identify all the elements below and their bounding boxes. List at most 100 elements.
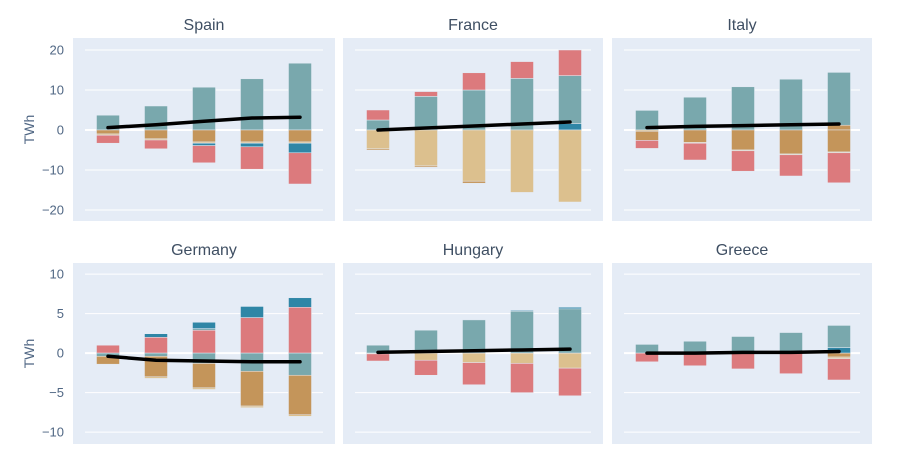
y-tick-label: −10 — [42, 425, 64, 440]
panel-title: Hungary — [443, 242, 503, 259]
bar-segment-blue — [240, 306, 264, 318]
bar-segment-sand — [414, 129, 438, 167]
bar-segment-ochre — [288, 129, 312, 143]
net-line — [376, 347, 572, 355]
bar-segment-red — [779, 154, 803, 177]
panel-hungary: Hungary — [343, 242, 603, 444]
y-tick-label: 10 — [50, 83, 64, 98]
bar-segment-red — [462, 362, 486, 385]
bar-segment-ochre — [731, 129, 755, 151]
bar-segment-blue — [510, 310, 534, 312]
bar-segment-red — [96, 344, 120, 354]
bar-segment-teal — [414, 96, 438, 131]
bar-segment-teal — [731, 86, 755, 131]
bar-segment-teal — [288, 62, 312, 131]
bar-segment-red — [779, 352, 803, 374]
y-tick-label: 5 — [57, 306, 64, 321]
bar-segment-ochre — [288, 374, 312, 416]
bar-segment-blue — [288, 142, 312, 154]
panel-spain: Spain — [73, 17, 335, 221]
y-tick-label: −10 — [42, 163, 64, 178]
bar-segment-teal — [510, 310, 534, 354]
bar-segment-ochre — [683, 129, 707, 143]
panel-france: France — [343, 17, 603, 221]
bar-segment-teal — [558, 308, 582, 354]
bar-segment-ochre — [827, 129, 851, 153]
bar-segment-teal — [192, 86, 216, 131]
panel-title: Germany — [171, 242, 237, 259]
bar-segment-teal — [558, 75, 582, 124]
bar-segment-sand — [288, 414, 312, 417]
bar-segment-ochre — [240, 129, 264, 143]
bar-segment-red — [366, 353, 390, 362]
bar-segment-red — [144, 337, 168, 354]
bar-segment-ochre — [462, 180, 486, 184]
bar-segment-sand — [558, 352, 582, 369]
bar-segment-blue — [144, 333, 168, 338]
net-line — [106, 115, 302, 130]
bar-segment-sand — [366, 129, 390, 150]
bar-segment-blue — [192, 142, 216, 146]
bar-segment-blue — [288, 297, 312, 308]
y-axis-label: TWh — [21, 339, 37, 369]
y-tick-label: 0 — [57, 123, 64, 138]
bar-segment-red — [288, 152, 312, 185]
bar-segment-teal — [144, 352, 168, 357]
panel-title: Greece — [716, 242, 769, 259]
bar-segment-teal — [240, 78, 264, 131]
y-tick-label: 10 — [50, 267, 64, 282]
bar-segment-ochre — [414, 165, 438, 168]
bar-segment-teal — [779, 78, 803, 131]
bar-segment-ochre — [366, 148, 390, 151]
bar-segment-red — [414, 359, 438, 376]
bar-segment-red — [635, 140, 659, 149]
bar-segment-red — [731, 352, 755, 370]
bar-segment-teal — [827, 72, 851, 126]
bar-segment-teal — [779, 332, 803, 354]
bar-segment-teal — [462, 319, 486, 354]
bar-segment-sand — [144, 376, 168, 379]
net-line — [106, 354, 302, 364]
y-tick-label: −5 — [49, 385, 64, 400]
net-line — [645, 122, 841, 130]
bar-segment-blue — [192, 322, 216, 329]
net-line — [376, 120, 572, 132]
panel-title: France — [448, 17, 498, 34]
bar-segment-teal — [827, 325, 851, 348]
bar-segment-red — [558, 49, 582, 76]
bar-segment-red — [827, 152, 851, 184]
bar-segment-red — [683, 352, 707, 367]
bar-segment-blue — [558, 307, 582, 310]
bar-segment-blue — [558, 123, 582, 131]
y-tick-label: −20 — [42, 203, 64, 218]
bar-segment-red — [683, 142, 707, 161]
bar-segment-ochre — [635, 130, 659, 141]
bar-segment-red — [462, 72, 486, 91]
bar-segment-red — [510, 61, 534, 79]
bar-segment-ochre — [192, 129, 216, 143]
bar-segment-red — [240, 317, 264, 354]
bar-segment-ochre — [827, 352, 851, 358]
y-tick-label: 20 — [50, 43, 64, 58]
bar-segment-ochre — [96, 129, 120, 135]
panel-germany: Germany — [73, 242, 335, 444]
bar-segment-red — [192, 145, 216, 164]
bar-segment-sand — [510, 129, 534, 193]
bar-segment-red — [366, 109, 390, 121]
panel-italy: Italy — [612, 17, 872, 221]
bar-segment-red — [192, 329, 216, 354]
bar-segment-ochre — [240, 371, 264, 407]
bar-segment-red — [240, 146, 264, 170]
bar-segment-sand — [240, 405, 264, 408]
bar-segment-red — [288, 307, 312, 354]
bar-segment-red — [144, 139, 168, 150]
bar-segment-sand — [462, 129, 486, 182]
panel-title: Italy — [727, 17, 756, 34]
bar-segment-red — [827, 358, 851, 381]
panel-greece: Greece — [612, 242, 872, 444]
bar-segment-red — [510, 363, 534, 393]
bar-segment-red — [96, 134, 120, 144]
bar-segment-sand — [510, 352, 534, 364]
bar-segment-sand — [558, 129, 582, 203]
